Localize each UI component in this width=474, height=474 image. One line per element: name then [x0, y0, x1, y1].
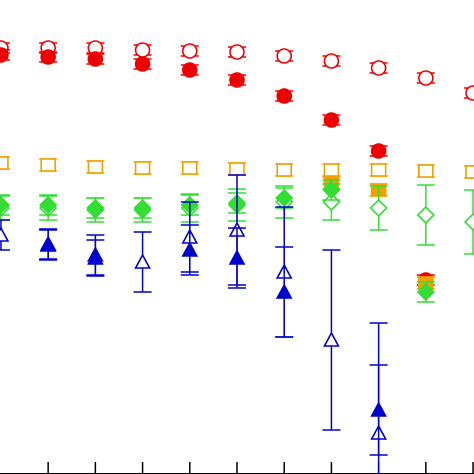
- marker: [418, 164, 434, 178]
- marker: [134, 42, 151, 58]
- marker: [465, 85, 474, 101]
- marker: [463, 212, 474, 232]
- marker: [275, 188, 294, 208]
- marker: [228, 249, 246, 265]
- marker: [87, 51, 104, 67]
- marker: [369, 198, 388, 218]
- marker: [0, 156, 9, 170]
- marker: [323, 53, 340, 69]
- marker: [229, 162, 245, 176]
- marker: [0, 195, 11, 215]
- marker: [87, 249, 104, 265]
- marker: [416, 282, 435, 302]
- marker: [39, 235, 57, 251]
- marker: [418, 70, 434, 86]
- marker: [134, 253, 151, 269]
- marker: [370, 143, 387, 159]
- marker: [39, 195, 58, 215]
- marker: [229, 44, 245, 60]
- marker: [87, 160, 104, 174]
- marker: [322, 180, 341, 200]
- marker: [134, 161, 151, 175]
- marker: [370, 401, 387, 417]
- marker: [229, 72, 245, 88]
- marker: [323, 112, 340, 128]
- marker: [276, 48, 293, 64]
- marker: [40, 49, 56, 65]
- marker: [275, 283, 293, 299]
- marker: [370, 60, 387, 76]
- marker: [323, 163, 340, 177]
- marker: [465, 165, 474, 179]
- marker: [0, 226, 10, 242]
- marker: [181, 161, 198, 175]
- marker: [0, 47, 9, 63]
- marker: [40, 158, 56, 172]
- marker: [133, 198, 152, 218]
- marker: [416, 205, 435, 225]
- marker: [370, 163, 387, 177]
- marker: [86, 198, 105, 218]
- marker: [276, 163, 293, 177]
- marker: [134, 56, 151, 72]
- marker: [323, 331, 340, 347]
- marker: [276, 88, 293, 104]
- marker: [181, 241, 199, 257]
- marker: [181, 62, 198, 78]
- marker: [181, 43, 198, 59]
